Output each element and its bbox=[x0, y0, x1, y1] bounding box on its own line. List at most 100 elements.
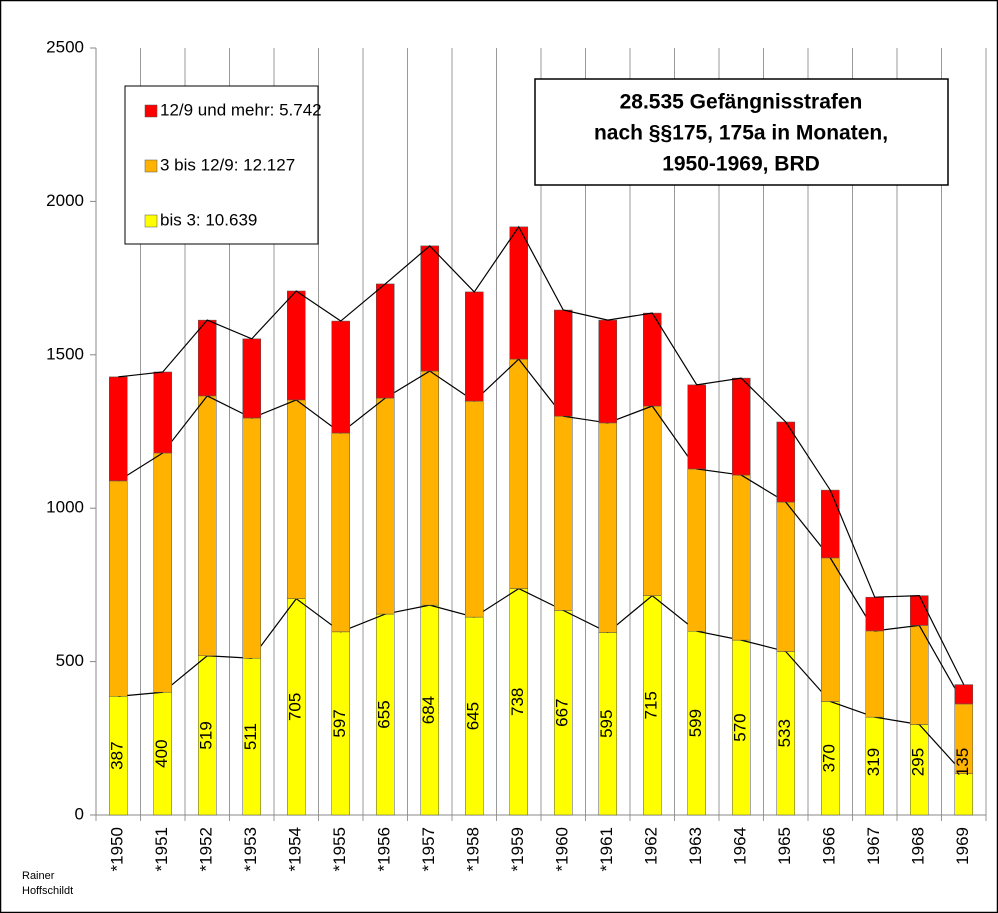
bar-segment bbox=[776, 421, 795, 503]
bar-segment bbox=[598, 319, 617, 424]
x-tick-label: *1952 bbox=[197, 827, 216, 871]
bar-segment bbox=[643, 312, 662, 407]
x-tick-label: 1965 bbox=[775, 827, 794, 865]
bar-segment bbox=[954, 684, 973, 705]
bar-segment bbox=[109, 480, 128, 697]
title-line: nach §§175, 175a in Monaten, bbox=[594, 122, 888, 145]
value-label: 570 bbox=[731, 713, 750, 741]
x-tick-label: *1957 bbox=[419, 827, 438, 871]
bar-segment bbox=[198, 395, 217, 657]
bar-segment bbox=[465, 400, 484, 618]
bar-segment bbox=[242, 338, 261, 419]
value-label: 599 bbox=[686, 709, 705, 737]
value-label: 135 bbox=[953, 748, 972, 776]
value-label: 319 bbox=[864, 748, 883, 776]
x-tick-label: 1969 bbox=[953, 827, 972, 865]
value-label: 595 bbox=[597, 710, 616, 738]
author: Rainer bbox=[22, 870, 55, 882]
bar-segment bbox=[732, 474, 751, 641]
value-label: 597 bbox=[330, 709, 349, 737]
x-tick-label: 1966 bbox=[820, 827, 839, 865]
x-tick-label: 1968 bbox=[909, 827, 928, 865]
bar-segment bbox=[465, 291, 484, 402]
legend-swatch bbox=[144, 159, 158, 173]
bar-segment bbox=[910, 595, 929, 626]
bars bbox=[109, 225, 973, 816]
x-tick-label: *1956 bbox=[375, 827, 394, 871]
value-label: 645 bbox=[464, 702, 483, 730]
x-tick-label: 1967 bbox=[864, 827, 883, 865]
bar-segment bbox=[776, 501, 795, 652]
x-tick-label: 1962 bbox=[642, 827, 661, 865]
y-tick-label: 0 bbox=[75, 804, 84, 823]
bar-segment bbox=[954, 773, 973, 816]
bar-segment bbox=[687, 384, 706, 470]
bar-segment bbox=[420, 370, 439, 606]
y-tick-label: 500 bbox=[56, 651, 84, 670]
y-tick-label: 2500 bbox=[46, 37, 84, 56]
x-tick-label: *1954 bbox=[286, 827, 305, 871]
value-label: 511 bbox=[241, 723, 260, 750]
bar-segment bbox=[509, 226, 528, 360]
value-label: 705 bbox=[286, 693, 305, 721]
x-tick-label: 1963 bbox=[686, 827, 705, 865]
x-tick-label: *1961 bbox=[597, 827, 616, 871]
bar-segment bbox=[153, 371, 172, 454]
bar-segment bbox=[865, 630, 884, 718]
x-tick-label: *1950 bbox=[108, 827, 127, 871]
bar-segment bbox=[687, 468, 706, 632]
bar-segment bbox=[242, 417, 261, 659]
value-label: 738 bbox=[508, 688, 527, 716]
bar-segment bbox=[732, 377, 751, 476]
value-label: 684 bbox=[419, 696, 438, 724]
value-label: 715 bbox=[642, 691, 661, 719]
value-label: 667 bbox=[553, 698, 572, 726]
legend-swatch bbox=[144, 104, 158, 118]
x-tick-label: 1964 bbox=[731, 827, 750, 865]
bar-segment bbox=[554, 415, 573, 611]
bar-segment bbox=[287, 290, 306, 401]
bar-segment bbox=[821, 557, 840, 702]
bar-segment bbox=[287, 399, 306, 599]
value-label: 533 bbox=[775, 719, 794, 747]
title-line: 1950-1969, BRD bbox=[662, 153, 820, 176]
legend-label: 12/9 und mehr: 5.742 bbox=[160, 100, 322, 119]
bar-segment bbox=[376, 283, 395, 399]
bar-segment bbox=[420, 245, 439, 372]
x-tick-label: *1960 bbox=[553, 827, 572, 871]
title-box bbox=[534, 78, 949, 186]
value-label: 295 bbox=[909, 748, 928, 776]
y-tick-label: 1500 bbox=[46, 344, 84, 363]
bar-segment bbox=[198, 319, 217, 397]
bar-segment bbox=[554, 309, 573, 417]
x-tick-label: *1955 bbox=[330, 827, 349, 871]
y-tick-label: 2000 bbox=[46, 191, 84, 210]
value-label: 400 bbox=[152, 739, 171, 767]
legend-swatch bbox=[144, 214, 158, 228]
bar-segment bbox=[910, 625, 929, 725]
bar-segment bbox=[331, 432, 350, 633]
y-tick-label: 1000 bbox=[46, 498, 84, 517]
bar-segment bbox=[331, 320, 350, 434]
bar-segment bbox=[598, 422, 617, 633]
bar-segment bbox=[821, 489, 840, 559]
value-label: 519 bbox=[197, 721, 216, 749]
x-tick-label: *1959 bbox=[508, 827, 527, 871]
bar-segment bbox=[865, 596, 884, 632]
bar-segment bbox=[509, 358, 528, 589]
x-tick-label: *1953 bbox=[241, 827, 260, 871]
author: Hoffschildt bbox=[22, 885, 73, 897]
value-label: 655 bbox=[375, 700, 394, 728]
series-line bbox=[118, 225, 965, 685]
x-tick-label: *1951 bbox=[152, 827, 171, 871]
legend-label: 3 bis 12/9: 12.127 bbox=[160, 155, 295, 174]
bar-segment bbox=[643, 405, 662, 596]
x-tick-label: *1958 bbox=[464, 827, 483, 871]
value-label: 387 bbox=[108, 741, 127, 769]
bar-segment bbox=[109, 376, 128, 482]
bar-segment bbox=[153, 452, 172, 693]
bar-segment bbox=[376, 397, 395, 615]
legend-label: bis 3: 10.639 bbox=[160, 210, 257, 229]
value-label: 370 bbox=[820, 744, 839, 772]
